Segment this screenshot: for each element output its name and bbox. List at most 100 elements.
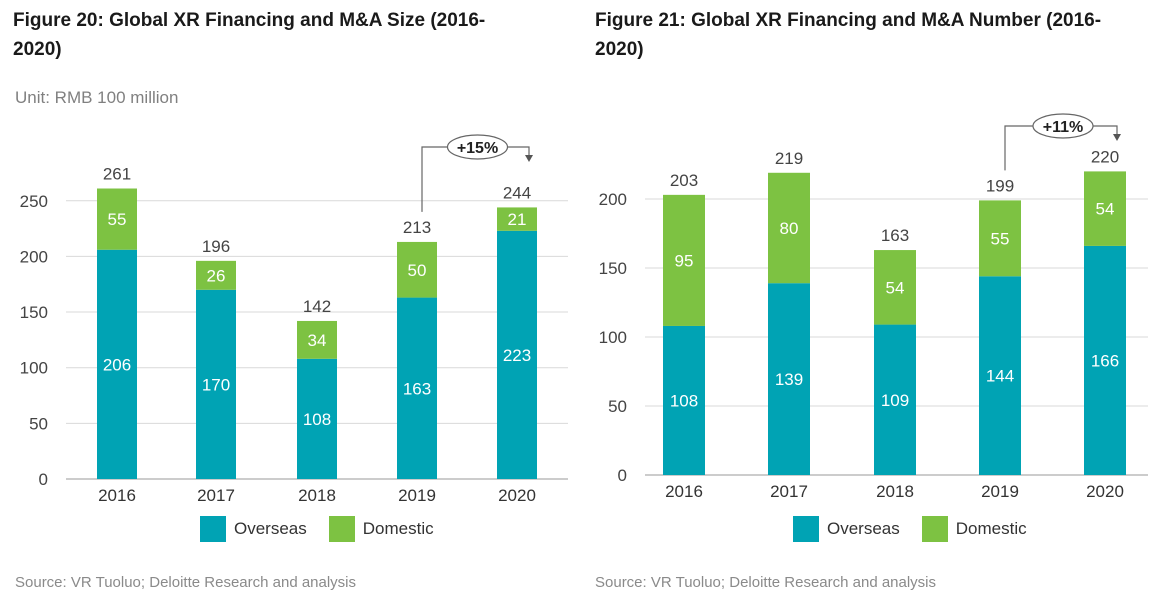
x-tick-label: 2019 (398, 486, 436, 505)
x-tick-label: 2017 (197, 486, 235, 505)
data-label-domestic: 54 (886, 278, 905, 297)
x-tick-label: 2016 (98, 486, 136, 505)
data-label-overseas: 109 (881, 391, 909, 410)
legend-item-domestic: Domestic (921, 516, 1027, 542)
bar-overseas (1084, 245, 1126, 475)
data-label-overseas: 206 (103, 355, 131, 374)
legend-swatch-domestic (328, 516, 355, 542)
bar-overseas (397, 297, 437, 479)
data-label-domestic: 50 (408, 261, 427, 280)
bar-domestic (1084, 171, 1126, 246)
legend: Overseas Domestic (200, 516, 456, 542)
data-label-domestic: 54 (1096, 200, 1115, 219)
y-tick-label: 200 (599, 190, 627, 209)
y-tick-label: 50 (29, 414, 48, 433)
bar-domestic (297, 320, 337, 359)
y-tick-label: 0 (39, 470, 48, 489)
bar-overseas (663, 325, 705, 475)
legend-label-domestic: Domestic (955, 519, 1027, 538)
data-label-overseas: 108 (303, 410, 331, 429)
bar-domestic (768, 172, 810, 284)
data-label-domestic: 55 (108, 210, 127, 229)
data-label-overseas: 223 (503, 346, 531, 365)
x-tick-label: 2018 (298, 486, 336, 505)
y-tick-label: 0 (618, 466, 627, 485)
x-tick-label: 2019 (981, 482, 1019, 501)
chart-title: Figure 21: Global XR Financing and M&A N… (595, 10, 1102, 60)
bar-overseas (768, 283, 810, 475)
data-label-total: 163 (881, 226, 909, 245)
growth-label: +15% (457, 140, 498, 157)
legend-item-overseas: Overseas (200, 516, 307, 542)
data-label-domestic: 80 (780, 219, 799, 238)
bar-overseas (297, 358, 337, 479)
data-label-domestic: 21 (508, 210, 527, 229)
bar-overseas (196, 289, 236, 479)
bar-domestic (874, 250, 916, 325)
data-label-overseas: 166 (1091, 351, 1119, 370)
legend-swatch-overseas (200, 516, 226, 542)
data-label-domestic: 55 (991, 229, 1010, 248)
bar-domestic (497, 207, 537, 231)
growth-bracket (1004, 125, 1118, 171)
growth-label: +11% (1043, 119, 1083, 136)
growth-bracket (421, 146, 530, 212)
legend-swatch-overseas (793, 516, 819, 542)
y-tick-label: 150 (20, 303, 48, 322)
x-tick-label: 2016 (665, 482, 703, 501)
legend-label-domestic: Domestic (362, 519, 434, 538)
data-label-total: 261 (103, 165, 131, 184)
chart-title: Figure 20: Global XR Financing and M&A S… (13, 10, 486, 60)
data-label-total: 142 (303, 297, 331, 316)
data-label-overseas: 163 (403, 379, 431, 398)
bar-domestic (663, 194, 705, 326)
x-tick-label: 2017 (770, 482, 808, 501)
growth-badge (1032, 113, 1094, 139)
source-note: Source: VR Tuoluo; Deloitte Research and… (595, 574, 937, 591)
unit-label: Unit: RMB 100 million (15, 88, 179, 107)
data-label-total: 196 (202, 237, 230, 256)
legend-swatch-domestic (921, 516, 948, 542)
data-label-domestic: 34 (308, 331, 327, 350)
data-label-overseas: 139 (775, 370, 803, 389)
chart-panel-size: Figure 20: Global XR Financing and M&A S… (13, 10, 568, 591)
y-tick-label: 100 (20, 359, 48, 378)
data-label-domestic: 95 (675, 251, 694, 270)
legend: Overseas Domestic (793, 516, 1049, 542)
bar-domestic (397, 241, 437, 298)
y-tick-label: 250 (20, 192, 48, 211)
x-tick-label: 2018 (876, 482, 914, 501)
data-label-total: 203 (670, 171, 698, 190)
legend-label-overseas: Overseas (827, 519, 900, 538)
growth-badge (446, 134, 509, 160)
data-label-total: 220 (1091, 147, 1119, 166)
bar-domestic (97, 188, 137, 250)
legend-item-overseas: Overseas (793, 516, 900, 542)
x-tick-label: 2020 (1086, 482, 1124, 501)
bar-chart-size: 0 50 100 150 200 250 206 55 261 2016 170 26 196 2017 1… (20, 134, 568, 505)
legend-label-overseas: Overseas (234, 519, 307, 538)
y-tick-label: 100 (599, 328, 627, 347)
data-label-overseas: 108 (670, 391, 698, 410)
bar-domestic (196, 260, 236, 290)
chart-panel-number: Figure 21: Global XR Financing and M&A N… (583, 0, 1166, 607)
growth-arrowhead (525, 155, 533, 162)
data-label-total: 244 (503, 183, 531, 202)
data-label-overseas: 170 (202, 375, 230, 394)
bar-overseas (874, 324, 916, 475)
bar-domestic (979, 200, 1021, 277)
bar-overseas (497, 230, 537, 479)
data-label-total: 219 (775, 149, 803, 168)
bar-chart-number: 0 50 100 150 200 108 95 203 2016 139 80 219 2017 109 5… (599, 113, 1148, 501)
bar-overseas (97, 249, 137, 479)
y-tick-label: 200 (20, 247, 48, 266)
bar-overseas (979, 276, 1021, 475)
y-tick-label: 50 (608, 397, 627, 416)
growth-arrowhead (1113, 134, 1121, 141)
data-label-overseas: 144 (986, 367, 1014, 386)
data-label-total: 199 (986, 176, 1014, 195)
data-label-total: 213 (403, 218, 431, 237)
source-note: Source: VR Tuoluo; Deloitte Research and… (15, 574, 357, 591)
data-label-domestic: 26 (207, 266, 226, 285)
y-tick-label: 150 (599, 259, 627, 278)
